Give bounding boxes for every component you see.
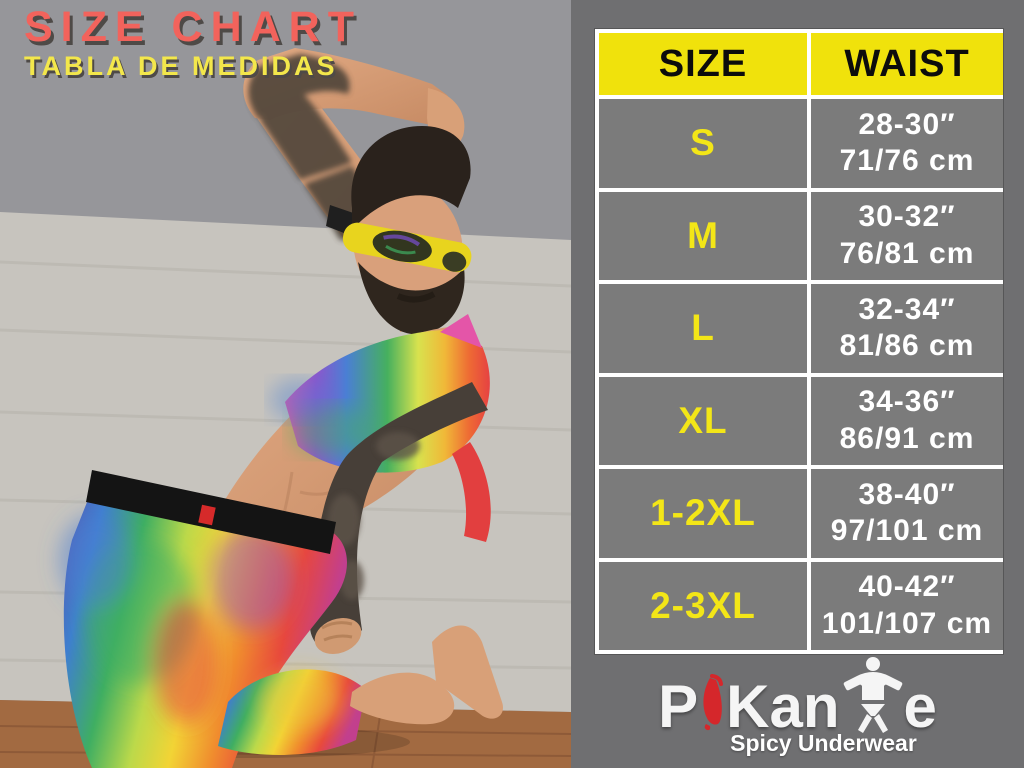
waist-inches: 40-42″ [858,570,956,604]
table-row-size-xl: XL [599,376,807,465]
size-value: XL [678,399,728,441]
table-row-size-s: S [599,99,807,188]
size-value: 1-2XL [650,492,756,534]
brand-tagline: Spicy Underwear [730,730,917,756]
column-header-waist: WAIST [811,33,1003,95]
waist-centimeters: 86/91 cm [839,421,975,455]
man-silhouette-icon [843,657,902,733]
column-header-size: SIZE [599,33,807,95]
waist-centimeters: 81/86 cm [839,329,975,363]
waist-inches: 28-30″ [858,107,956,141]
waist-inches: 38-40″ [858,477,956,511]
page-subtitle: TABLA DE MEDIDAS [24,51,338,81]
waist-centimeters: 101/107 cm [821,606,993,640]
size-value: L [691,307,715,349]
table-row-waist-s: 28-30″ 71/76 cm [811,99,1003,188]
size-value: M [687,214,719,256]
chili-pepper-icon [703,674,724,731]
wordmark-kan: Kan [726,672,840,740]
size-value: S [690,122,716,164]
brand-logo: P Kan e Spicy Underwear [571,650,1024,768]
table-row-waist-1-2xl: 38-40″ 97/101 cm [811,469,1003,558]
pikante-wordmark: P Kan e [658,650,937,740]
waist-centimeters: 71/76 cm [839,144,975,178]
table-row-size-2-3xl: 2-3XL [599,561,807,650]
waist-centimeters: 97/101 cm [830,514,984,548]
waist-centimeters: 76/81 cm [839,236,975,270]
table-row-waist-2-3xl: 40-42″ 101/107 cm [811,561,1003,650]
wordmark-e: e [903,672,937,740]
waist-inches: 32-34″ [858,292,956,326]
table-row-waist-xl: 34-36″ 86/91 cm [811,376,1003,465]
header-titles: SIZE CHART TABLA DE MEDIDAS [24,6,362,80]
table-row-size-1-2xl: 1-2XL [599,469,807,558]
model-photo-art [0,0,572,768]
size-table: SIZE WAIST S 28-30″ 71/76 cm M 30-32″ 76… [595,29,1003,654]
waist-inches: 30-32″ [858,200,956,234]
wordmark-p: P [658,672,699,740]
model-photo: SIZE CHART TABLA DE MEDIDAS [0,0,572,768]
page-title: SIZE CHART [24,3,362,51]
table-row-waist-l: 32-34″ 81/86 cm [811,284,1003,373]
table-row-size-l: L [599,284,807,373]
waist-inches: 34-36″ [858,385,956,419]
size-value: 2-3XL [650,584,756,626]
table-row-size-m: M [599,191,807,280]
table-row-waist-m: 30-32″ 76/81 cm [811,191,1003,280]
